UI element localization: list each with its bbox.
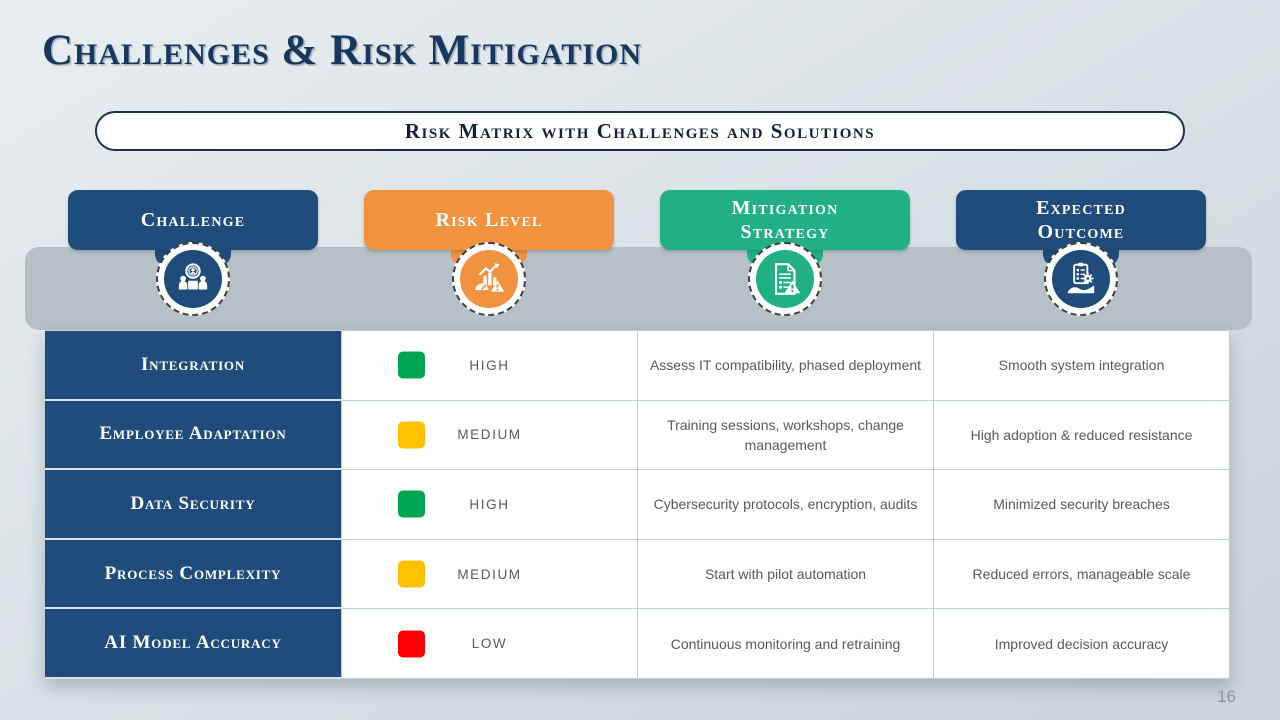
outcome-cell: Smooth system integration	[933, 331, 1229, 401]
table-row: AI Model Accuracy LOW Continuous monitor…	[45, 609, 1229, 679]
outcome-text: High adoption & reduced resistance	[970, 426, 1193, 443]
mitigation-text: Assess IT compatibility, phased deployme…	[649, 357, 922, 374]
risk-level-cell: LOW	[341, 609, 637, 679]
risk-level-label: LOW	[471, 636, 508, 652]
mitigation-cell: Assess IT compatibility, phased deployme…	[637, 331, 933, 401]
hand-checklist-icon	[1052, 250, 1110, 308]
header-label: Mitigation Strategy	[731, 197, 839, 243]
risk-level-cell: MEDIUM	[341, 539, 637, 610]
outcome-text: Smooth system integration	[998, 357, 1165, 374]
header-label: Expected Outcome	[1036, 197, 1126, 243]
document-warning-icon	[756, 250, 814, 308]
outcome-text: Improved decision accuracy	[994, 635, 1169, 652]
header-icon-ring	[452, 242, 526, 316]
challenge-label: Data Security	[130, 492, 256, 514]
header-icon-ring	[156, 242, 230, 316]
column-header-mitigation-strategy: Mitigation Strategy	[660, 190, 910, 320]
column-header-risk-level: Risk Level	[364, 190, 614, 320]
challenge-cell: Data Security	[45, 470, 341, 540]
table-row: Integration HIGH Assess IT compatibility…	[45, 331, 1229, 401]
header-box: Mitigation Strategy	[660, 190, 910, 250]
risk-level-cell: MEDIUM	[341, 400, 637, 471]
banner-pill: Risk Matrix with Challenges and Solution…	[95, 111, 1185, 151]
outcome-cell: Reduced errors, manageable scale	[933, 539, 1229, 610]
risk-level-label: HIGH	[469, 496, 510, 512]
team-badge-icon	[164, 250, 222, 308]
table-row: Employee Adaptation MEDIUM Training sess…	[45, 400, 1229, 471]
risk-level-label: MEDIUM	[457, 566, 522, 582]
outcome-cell: Minimized security breaches	[933, 470, 1229, 540]
header-icon-ring	[748, 242, 822, 316]
risk-matrix-table: Integration HIGH Assess IT compatibility…	[45, 330, 1230, 679]
challenge-label: Employee Adaptation	[99, 423, 287, 445]
challenge-cell: Integration	[45, 331, 341, 401]
mitigation-text: Training sessions, workshops, change man…	[667, 416, 904, 453]
challenge-cell: Process Complexity	[45, 539, 341, 610]
risk-level-indicator	[398, 490, 425, 518]
mitigation-text: Start with pilot automation	[704, 565, 867, 582]
risk-level-cell: HIGH	[341, 331, 637, 401]
challenge-label: Process Complexity	[104, 562, 282, 584]
risk-chart-icon	[460, 250, 518, 308]
risk-level-cell: HIGH	[341, 470, 637, 540]
page-title: Challenges & Risk Mitigation	[42, 27, 642, 74]
mitigation-cell: Continuous monitoring and retraining	[637, 609, 933, 679]
risk-level-label: HIGH	[469, 357, 510, 373]
header-label: Risk Level	[435, 209, 543, 231]
outcome-cell: Improved decision accuracy	[933, 609, 1229, 679]
outcome-text: Minimized security breaches	[993, 496, 1170, 513]
mitigation-cell: Cybersecurity protocols, encryption, aud…	[637, 470, 933, 540]
outcome-text: Reduced errors, manageable scale	[972, 565, 1191, 582]
header-box: Expected Outcome	[956, 190, 1206, 250]
challenge-cell: AI Model Accuracy	[45, 609, 341, 679]
header-box: Challenge	[68, 190, 318, 250]
mitigation-cell: Training sessions, workshops, change man…	[637, 400, 933, 471]
outcome-cell: High adoption & reduced resistance	[933, 400, 1229, 471]
header-box: Risk Level	[364, 190, 614, 250]
challenge-label: AI Model Accuracy	[104, 632, 282, 654]
header-icon-ring	[1044, 242, 1118, 316]
challenge-cell: Employee Adaptation	[45, 400, 341, 471]
header-label: Challenge	[140, 209, 246, 231]
banner-label: Risk Matrix with Challenges and Solution…	[404, 118, 876, 143]
risk-level-indicator	[398, 560, 425, 588]
risk-level-label: MEDIUM	[457, 427, 522, 443]
risk-level-indicator	[398, 351, 425, 379]
mitigation-text: Continuous monitoring and retraining	[670, 635, 901, 652]
risk-level-indicator	[398, 421, 425, 449]
column-header-expected-outcome: Expected Outcome	[956, 190, 1206, 320]
mitigation-cell: Start with pilot automation	[637, 539, 933, 610]
mitigation-text: Cybersecurity protocols, encryption, aud…	[653, 496, 918, 513]
challenge-label: Integration	[140, 353, 246, 375]
table-row: Data Security HIGH Cybersecurity protoco…	[45, 470, 1229, 540]
column-header-challenge: Challenge	[68, 190, 318, 320]
page-number: 16	[1217, 687, 1236, 706]
table-row: Process Complexity MEDIUM Start with pil…	[45, 539, 1229, 610]
risk-level-indicator	[398, 630, 425, 658]
